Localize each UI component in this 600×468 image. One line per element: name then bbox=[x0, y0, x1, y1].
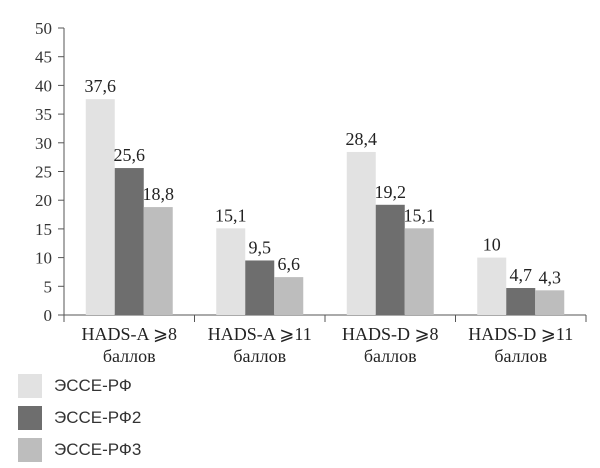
y-tick-label: 0 bbox=[44, 306, 53, 325]
legend-label: ЭССЕ-РФ2 bbox=[54, 408, 142, 427]
bar bbox=[346, 151, 376, 315]
legend-item: ЭССЕ-РФ3 bbox=[18, 434, 141, 466]
bar bbox=[477, 257, 507, 315]
bar bbox=[216, 228, 246, 315]
legend-swatch bbox=[18, 406, 42, 430]
data-label: 9,5 bbox=[249, 237, 272, 257]
y-tick-label: 25 bbox=[35, 163, 52, 182]
y-axis: 0 5 10 15 20 25 30 35 40 45 50 bbox=[35, 19, 65, 325]
y-tick-label: 45 bbox=[35, 48, 52, 67]
data-label: 10 bbox=[483, 235, 501, 255]
data-label: 15,1 bbox=[215, 205, 247, 225]
category-label: баллов bbox=[233, 346, 286, 366]
data-label: 4,3 bbox=[539, 267, 562, 287]
data-label: 6,6 bbox=[278, 254, 301, 274]
legend-item: ЭССЕ-РФ2 bbox=[18, 402, 141, 434]
category-label: баллов bbox=[494, 346, 547, 366]
data-label: 15,1 bbox=[404, 205, 436, 225]
bar bbox=[535, 290, 565, 315]
legend-label: ЭССЕ-РФ bbox=[54, 376, 132, 395]
y-tick-label: 10 bbox=[35, 249, 52, 268]
bar bbox=[274, 277, 304, 315]
category-label: HADS-A ⩾8 bbox=[81, 324, 177, 344]
bar bbox=[114, 168, 144, 315]
data-label: 28,4 bbox=[346, 129, 378, 149]
legend-item: ЭССЕ-РФ bbox=[18, 370, 141, 402]
legend-swatch bbox=[18, 374, 42, 398]
y-tick-label: 35 bbox=[35, 105, 52, 124]
category-label: баллов bbox=[103, 346, 156, 366]
y-tick-label: 15 bbox=[35, 220, 52, 239]
bar bbox=[404, 228, 434, 315]
bars bbox=[85, 99, 565, 316]
data-label: 19,2 bbox=[375, 182, 407, 202]
bar bbox=[506, 288, 536, 315]
data-label: 4,7 bbox=[510, 265, 533, 285]
category-label: HADS-A ⩾11 bbox=[208, 324, 312, 344]
bar bbox=[375, 204, 405, 315]
category-label: HADS-D ⩾8 bbox=[342, 324, 439, 344]
y-tick-label: 50 bbox=[35, 19, 52, 38]
legend: ЭССЕ-РФ ЭССЕ-РФ2 ЭССЕ-РФ3 bbox=[18, 370, 141, 466]
y-tick-label: 20 bbox=[35, 191, 52, 210]
y-tick-label: 40 bbox=[35, 76, 52, 95]
bar bbox=[245, 260, 275, 315]
y-tick-label: 5 bbox=[44, 277, 53, 296]
bar bbox=[85, 99, 115, 316]
data-label: 37,6 bbox=[85, 76, 117, 96]
category-label: HADS-D ⩾11 bbox=[468, 324, 573, 344]
category-label: баллов bbox=[364, 346, 417, 366]
bar bbox=[143, 207, 173, 315]
legend-label: ЭССЕ-РФ3 bbox=[54, 440, 142, 459]
y-tick-label: 30 bbox=[35, 134, 52, 153]
data-label: 25,6 bbox=[114, 145, 146, 165]
x-axis bbox=[63, 314, 587, 322]
legend-swatch bbox=[18, 438, 42, 462]
data-label: 18,8 bbox=[143, 184, 175, 204]
